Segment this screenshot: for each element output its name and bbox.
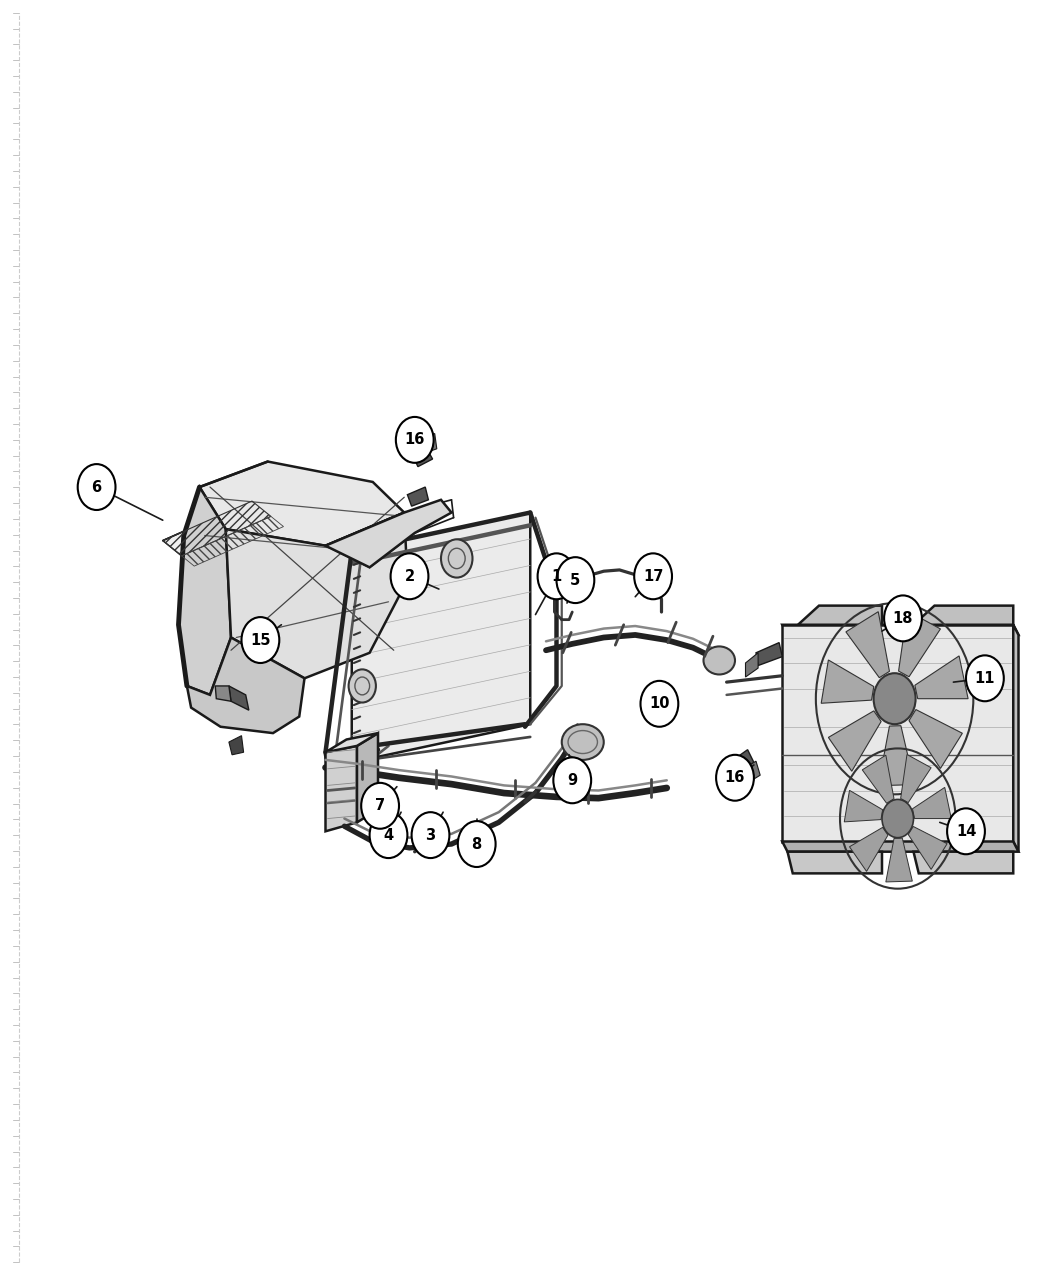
Polygon shape bbox=[886, 838, 912, 882]
Ellipse shape bbox=[704, 646, 735, 674]
Polygon shape bbox=[420, 434, 437, 454]
Circle shape bbox=[947, 808, 985, 854]
Text: 5: 5 bbox=[570, 572, 581, 588]
Circle shape bbox=[370, 812, 407, 858]
Polygon shape bbox=[782, 842, 1018, 852]
Polygon shape bbox=[352, 513, 530, 762]
Polygon shape bbox=[878, 725, 915, 785]
Text: 15: 15 bbox=[250, 632, 271, 648]
Polygon shape bbox=[914, 606, 1013, 625]
Polygon shape bbox=[821, 660, 874, 704]
Polygon shape bbox=[326, 500, 452, 567]
Polygon shape bbox=[735, 750, 754, 770]
Polygon shape bbox=[908, 826, 947, 870]
Polygon shape bbox=[756, 643, 782, 666]
Polygon shape bbox=[200, 462, 404, 546]
Polygon shape bbox=[163, 501, 271, 556]
Circle shape bbox=[391, 553, 428, 599]
Polygon shape bbox=[862, 755, 894, 803]
Polygon shape bbox=[215, 686, 231, 701]
Text: 17: 17 bbox=[643, 569, 664, 584]
Circle shape bbox=[966, 655, 1004, 701]
Text: 14: 14 bbox=[956, 824, 976, 839]
Circle shape bbox=[396, 417, 434, 463]
Polygon shape bbox=[357, 733, 378, 822]
Circle shape bbox=[640, 681, 678, 727]
Text: 11: 11 bbox=[974, 671, 995, 686]
Polygon shape bbox=[849, 827, 888, 871]
Circle shape bbox=[553, 757, 591, 803]
Circle shape bbox=[242, 617, 279, 663]
Polygon shape bbox=[187, 638, 304, 733]
Circle shape bbox=[412, 812, 449, 858]
Polygon shape bbox=[798, 606, 882, 625]
Polygon shape bbox=[909, 710, 963, 769]
Polygon shape bbox=[412, 446, 433, 467]
Polygon shape bbox=[844, 790, 883, 822]
Polygon shape bbox=[229, 686, 249, 710]
Polygon shape bbox=[229, 736, 244, 755]
Text: 2: 2 bbox=[404, 569, 415, 584]
Text: 6: 6 bbox=[91, 479, 102, 495]
Circle shape bbox=[884, 595, 922, 641]
Polygon shape bbox=[846, 612, 889, 678]
Polygon shape bbox=[1013, 625, 1018, 852]
Polygon shape bbox=[407, 487, 428, 506]
Polygon shape bbox=[782, 625, 1018, 635]
Text: 4: 4 bbox=[383, 827, 394, 843]
Polygon shape bbox=[782, 625, 1013, 842]
Circle shape bbox=[716, 755, 754, 801]
Polygon shape bbox=[326, 733, 378, 752]
Circle shape bbox=[556, 557, 594, 603]
Circle shape bbox=[538, 553, 575, 599]
Text: 7: 7 bbox=[375, 798, 385, 813]
Circle shape bbox=[458, 821, 496, 867]
Polygon shape bbox=[914, 852, 1013, 873]
Text: 9: 9 bbox=[567, 773, 578, 788]
Text: 8: 8 bbox=[471, 836, 482, 852]
Polygon shape bbox=[915, 655, 968, 699]
Text: 18: 18 bbox=[892, 611, 914, 626]
Polygon shape bbox=[901, 755, 931, 802]
Text: 16: 16 bbox=[404, 432, 425, 448]
Ellipse shape bbox=[562, 724, 604, 760]
Circle shape bbox=[78, 464, 116, 510]
Text: 3: 3 bbox=[425, 827, 436, 843]
Polygon shape bbox=[178, 487, 231, 695]
Polygon shape bbox=[828, 711, 881, 771]
Text: 16: 16 bbox=[724, 770, 746, 785]
Circle shape bbox=[874, 673, 916, 724]
Circle shape bbox=[634, 553, 672, 599]
Polygon shape bbox=[326, 746, 357, 831]
Text: 1: 1 bbox=[551, 569, 562, 584]
Polygon shape bbox=[899, 611, 941, 677]
Polygon shape bbox=[788, 852, 882, 873]
Polygon shape bbox=[746, 653, 758, 677]
Polygon shape bbox=[182, 516, 284, 566]
Circle shape bbox=[882, 799, 914, 838]
Circle shape bbox=[361, 783, 399, 829]
Polygon shape bbox=[226, 513, 407, 678]
Polygon shape bbox=[912, 788, 951, 819]
Circle shape bbox=[441, 539, 472, 578]
Circle shape bbox=[349, 669, 376, 703]
Polygon shape bbox=[741, 761, 760, 784]
Text: 10: 10 bbox=[649, 696, 670, 711]
